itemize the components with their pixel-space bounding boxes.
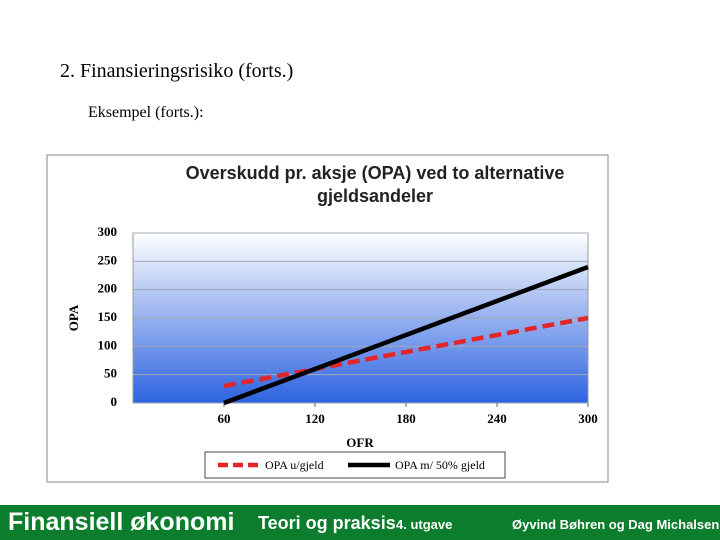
y-axis-label: OPA <box>66 304 81 331</box>
legend-label: OPA m/ 50% gjeld <box>395 458 485 472</box>
footer-authors: Øyvind Bøhren og Dag Michalsen <box>512 517 720 532</box>
footer-brand: Finansiell økonomi <box>8 508 235 536</box>
footer-subtitle: Teori og praksis <box>258 513 396 533</box>
chart-title: Overskudd pr. aksje (OPA) ved to alterna… <box>185 163 565 206</box>
y-tick-label: 100 <box>98 337 118 352</box>
x-tick-label: 300 <box>578 411 598 426</box>
x-tick-label: 180 <box>396 411 416 426</box>
slide-heading: 2. Finansieringsrisiko (forts.) <box>60 60 294 82</box>
slide-subheading: Eksempel (forts.): <box>88 104 204 121</box>
x-tick-label: 240 <box>487 411 507 426</box>
y-tick-label: 50 <box>104 366 117 381</box>
chart: OPA OFR 0 50 100 150 200 250 300 60 120 180 240 300… <box>46 154 609 483</box>
y-tick-label: 0 <box>111 394 118 409</box>
y-tick-label: 250 <box>98 252 118 267</box>
y-tick-label: 200 <box>98 281 118 296</box>
y-tick-label: 300 <box>98 224 118 239</box>
series-line <box>223 264 589 406</box>
y-tick-label: 150 <box>98 309 118 324</box>
legend-label: OPA u/gjeld <box>265 458 324 472</box>
footer-bar: Finansiell økonomi Teori og praksis 4. u… <box>0 505 720 540</box>
footer-edition: 4. utgave <box>396 517 453 532</box>
x-tick-label: 120 <box>305 411 325 426</box>
x-axis-label: OFR <box>346 435 374 450</box>
series-line <box>223 315 589 389</box>
x-tick-label: 60 <box>218 411 231 426</box>
